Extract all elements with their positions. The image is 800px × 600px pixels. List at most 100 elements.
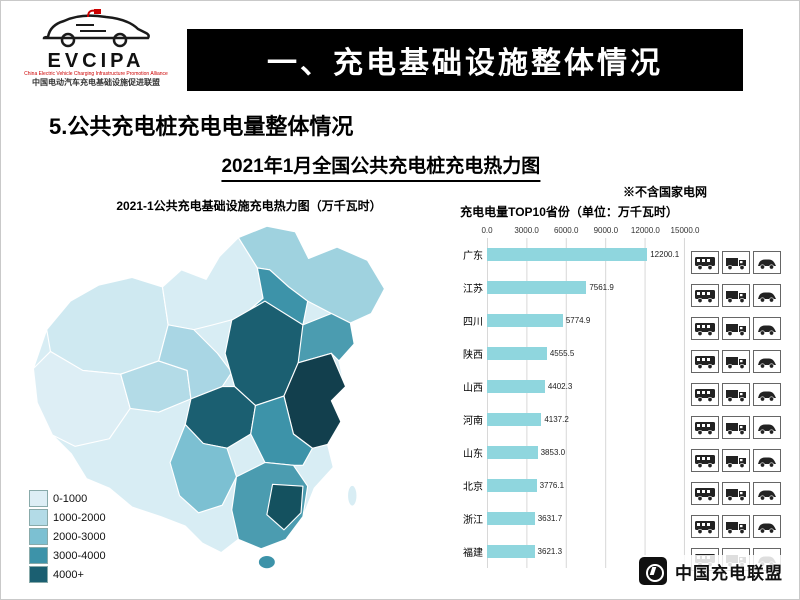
legend-label: 2000-3000 bbox=[53, 530, 106, 543]
legend-label: 1000-2000 bbox=[53, 511, 106, 524]
bar-track: 4137.2 bbox=[487, 403, 685, 436]
legend-swatch bbox=[29, 566, 48, 583]
vehicle-icon-row bbox=[691, 411, 791, 444]
vehicle-icon-row bbox=[691, 510, 791, 543]
vehicle-icon-row bbox=[691, 345, 791, 378]
legend-row: 1000-2000 bbox=[29, 509, 106, 526]
vehicle-icon-row bbox=[691, 378, 791, 411]
bar bbox=[487, 347, 547, 360]
footer-brand: 中国充电联盟 bbox=[675, 563, 783, 583]
truck-icon bbox=[722, 317, 750, 340]
bar bbox=[487, 281, 587, 294]
value-label: 4402.3 bbox=[547, 382, 573, 391]
china-heatmap: 2021-1公共充电基础设施充电热力图（万千瓦时） bbox=[7, 197, 451, 593]
value-label: 4555.5 bbox=[549, 349, 575, 358]
bar-row: 山东 3853.0 bbox=[453, 436, 685, 469]
bar bbox=[487, 314, 563, 327]
vehicle-icon-row bbox=[691, 279, 791, 312]
bar-row: 北京 3776.1 bbox=[453, 469, 685, 502]
banner-title: 一、充电基础设施整体情况 bbox=[267, 47, 663, 80]
legend-row: 0-1000 bbox=[29, 490, 106, 507]
bar-rows: 广东 12200.1 江苏 7561.9 四川 5774.9 陕西 4555.5 山西 4402.… bbox=[453, 238, 685, 568]
bar-track: 4555.5 bbox=[487, 337, 685, 370]
value-label: 4137.2 bbox=[544, 415, 569, 424]
bar-track: 3631.7 bbox=[487, 502, 685, 535]
bar-row: 河南 4137.2 bbox=[453, 403, 685, 436]
value-label: 7561.9 bbox=[589, 283, 614, 292]
legend-row: 3000-4000 bbox=[29, 547, 106, 564]
title-banner: 一、充电基础设施整体情况 bbox=[187, 29, 743, 91]
truck-icon bbox=[722, 515, 750, 538]
category-label: 陕西 bbox=[463, 350, 483, 361]
category-label: 山西 bbox=[463, 383, 483, 394]
truck-icon bbox=[722, 416, 750, 439]
category-label: 福建 bbox=[463, 548, 483, 559]
bar bbox=[487, 380, 545, 393]
x-tick-label: 3000.0 bbox=[514, 226, 539, 235]
value-label: 12200.1 bbox=[650, 250, 680, 259]
bus-icon bbox=[691, 449, 719, 472]
bar bbox=[487, 248, 648, 261]
category-label: 北京 bbox=[463, 482, 483, 493]
truck-icon bbox=[722, 449, 750, 472]
legend-label: 0-1000 bbox=[53, 492, 88, 505]
bar bbox=[487, 512, 535, 525]
x-axis-ticks: 0.0 3000.0 6000.0 9000.0 12000.0 15000.0 bbox=[481, 226, 699, 238]
bus-icon bbox=[691, 416, 719, 439]
footer: 中国充电联盟 bbox=[635, 555, 787, 587]
truck-icon bbox=[722, 482, 750, 505]
bus-icon bbox=[691, 251, 719, 274]
bus-icon bbox=[691, 515, 719, 538]
legend-swatch bbox=[29, 490, 48, 507]
bar-track: 7561.9 bbox=[487, 271, 685, 304]
category-label: 江苏 bbox=[463, 284, 483, 295]
car-icon bbox=[753, 482, 781, 505]
x-tick-label: 0.0 bbox=[481, 226, 493, 235]
car-icon bbox=[753, 317, 781, 340]
truck-icon bbox=[722, 251, 750, 274]
logo-tagline-en: China Electric Vehicle Charging Infrastr… bbox=[24, 71, 168, 77]
vehicle-icon-row bbox=[691, 246, 791, 279]
bar-row: 陕西 4555.5 bbox=[453, 337, 685, 370]
alliance-logo-icon bbox=[639, 557, 667, 585]
x-tick-label: 6000.0 bbox=[553, 226, 579, 235]
bus-icon bbox=[691, 284, 719, 307]
car-icon bbox=[753, 383, 781, 406]
bar-row: 山西 4402.3 bbox=[453, 370, 685, 403]
bar-row: 江苏 7561.9 bbox=[453, 271, 685, 304]
legend-label: 4000+ bbox=[53, 568, 84, 581]
truck-icon bbox=[722, 383, 750, 406]
value-label: 5774.9 bbox=[565, 316, 591, 325]
value-label: 3776.1 bbox=[539, 481, 565, 490]
legend-row: 2000-3000 bbox=[29, 528, 106, 545]
slide-subtitle: 2021年1月全国公共充电桩充电热力图 bbox=[221, 151, 541, 182]
logo-acronym: EVCIPA bbox=[47, 50, 145, 72]
car-icon bbox=[753, 416, 781, 439]
value-label: 3621.3 bbox=[537, 547, 563, 556]
bar-row: 浙江 3631.7 bbox=[453, 502, 685, 535]
legend-swatch bbox=[29, 509, 48, 526]
value-label: 3853.0 bbox=[540, 448, 566, 457]
x-tick-label: 9000.0 bbox=[593, 226, 619, 235]
legend-swatch bbox=[29, 547, 48, 564]
car-icon bbox=[753, 515, 781, 538]
car-icon bbox=[753, 284, 781, 307]
top10-bar-chart: 充电电量TOP10省份（单位：万千瓦时） 0.0 3000.0 6000.0 9000… bbox=[453, 203, 699, 583]
bar bbox=[487, 446, 538, 459]
car-charging-icon bbox=[42, 9, 150, 48]
bus-icon bbox=[691, 383, 719, 406]
map-title: 2021-1公共充电基础设施充电热力图（万千瓦时） bbox=[116, 199, 382, 213]
legend-swatch bbox=[29, 528, 48, 545]
x-tick-label: 12000.0 bbox=[630, 226, 660, 235]
bar bbox=[487, 545, 535, 558]
bar-track: 12200.1 bbox=[487, 238, 685, 271]
bar-row: 四川 5774.9 bbox=[453, 304, 685, 337]
chart-title: 充电电量TOP10省份（单位：万千瓦时） bbox=[460, 205, 678, 219]
truck-icon bbox=[722, 350, 750, 373]
section-title: 5.公共充电桩充电电量整体情况 bbox=[49, 114, 354, 139]
bar-track: 5774.9 bbox=[487, 304, 685, 337]
bar bbox=[487, 479, 537, 492]
bus-icon bbox=[691, 482, 719, 505]
truck-icon bbox=[722, 284, 750, 307]
car-icon bbox=[753, 449, 781, 472]
